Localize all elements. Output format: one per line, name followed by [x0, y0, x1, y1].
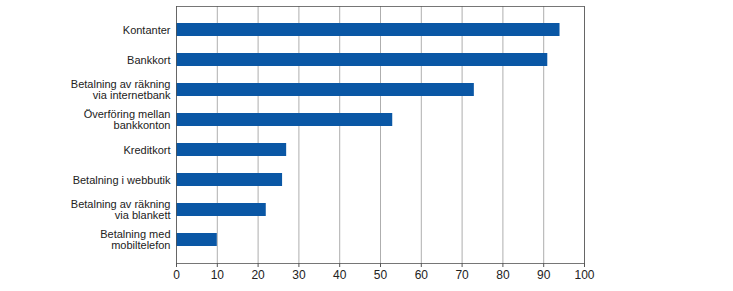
svg-text:Bankkort: Bankkort — [127, 54, 170, 66]
svg-text:20: 20 — [251, 268, 265, 282]
svg-text:Betalning i webbutik: Betalning i webbutik — [73, 174, 171, 186]
svg-text:Kontanter: Kontanter — [123, 24, 171, 36]
svg-text:40: 40 — [333, 268, 347, 282]
svg-text:100: 100 — [574, 268, 594, 282]
svg-text:50: 50 — [374, 268, 388, 282]
svg-text:10: 10 — [211, 268, 225, 282]
svg-text:Kreditkort: Kreditkort — [123, 144, 170, 156]
svg-text:70: 70 — [455, 268, 469, 282]
svg-text:Betalning av räkningvia intern: Betalning av räkningvia internetbank — [71, 78, 171, 101]
svg-text:Betalning av räkningvia blanke: Betalning av räkningvia blankett — [71, 198, 171, 221]
svg-text:80: 80 — [496, 268, 510, 282]
svg-text:0: 0 — [173, 268, 180, 282]
svg-text:Betalning medmobiltelefon: Betalning medmobiltelefon — [100, 228, 170, 251]
svg-text:60: 60 — [415, 268, 429, 282]
svg-text:30: 30 — [292, 268, 306, 282]
svg-text:Överföring mellanbankkonton: Överföring mellanbankkonton — [84, 108, 171, 131]
svg-text:90: 90 — [537, 268, 551, 282]
